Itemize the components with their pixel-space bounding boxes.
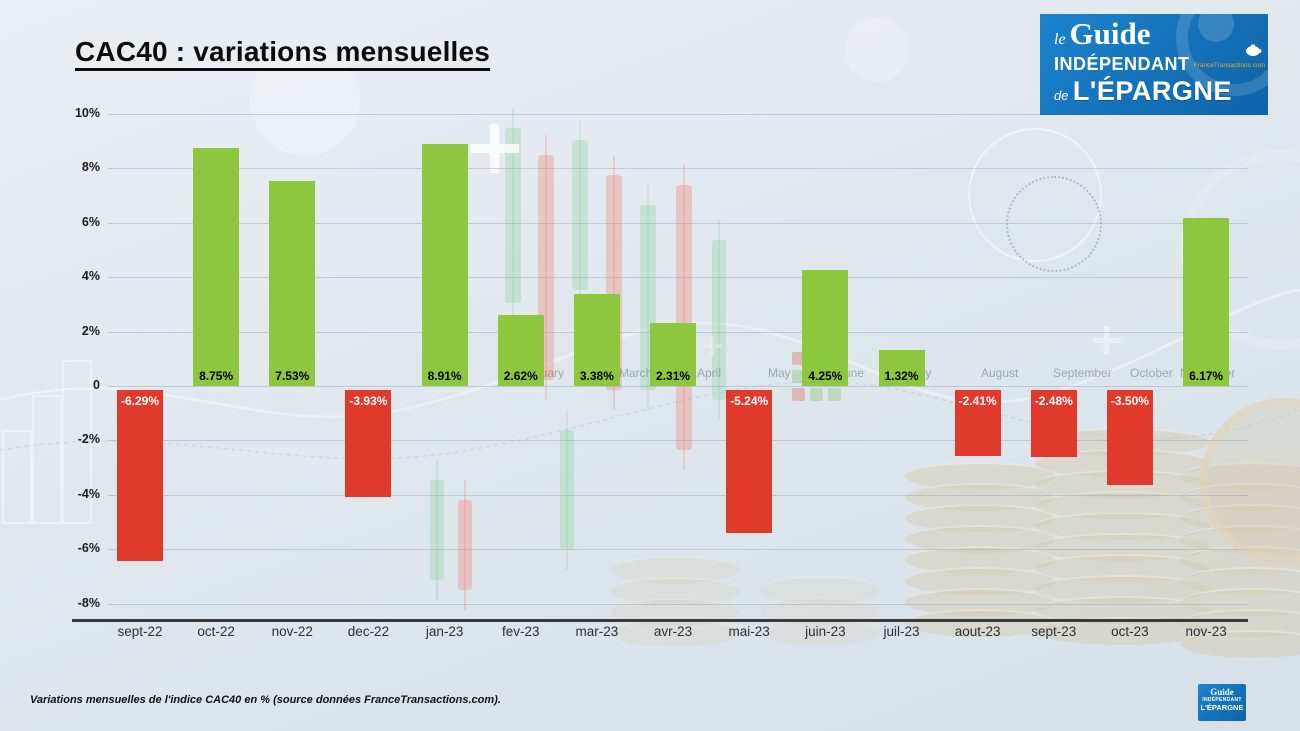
x-axis-category-label: nov-22 bbox=[271, 624, 313, 639]
gridline bbox=[108, 222, 1248, 224]
logo-circle-decoration bbox=[1198, 14, 1234, 42]
logo-brand-text: FranceTransactions.com bbox=[1193, 62, 1265, 69]
x-axis-category-label: jan-23 bbox=[425, 624, 464, 639]
bar bbox=[345, 390, 392, 497]
logo-line-guide: le Guide bbox=[1054, 16, 1151, 52]
bar-value-label: 4.25% bbox=[808, 369, 843, 383]
gridline bbox=[108, 549, 1248, 551]
bar bbox=[726, 390, 773, 533]
source-caption: Variations mensuelles de l'indice CAC40 … bbox=[30, 694, 501, 706]
x-axis-category-label: fev-23 bbox=[501, 624, 540, 639]
logo-de-text: de bbox=[1054, 88, 1069, 103]
bar bbox=[421, 143, 468, 386]
gridline bbox=[108, 277, 1248, 279]
x-axis-category-label: aout-23 bbox=[954, 624, 1001, 639]
background-month-label: October bbox=[1130, 366, 1173, 380]
logo-small-guide-text: Guide bbox=[1210, 687, 1234, 697]
bar bbox=[497, 314, 544, 386]
bar-value-label: 1.32% bbox=[884, 369, 919, 383]
y-axis-tick-label: -2% bbox=[77, 432, 100, 447]
bar-value-label: -5.24% bbox=[730, 394, 769, 408]
x-axis-category-label: juin-23 bbox=[805, 624, 846, 639]
background-month-label: August bbox=[981, 366, 1019, 380]
y-axis-tick-label: 6% bbox=[81, 214, 100, 229]
gridline bbox=[108, 440, 1248, 442]
bar bbox=[1183, 218, 1230, 386]
bar-value-label: 2.62% bbox=[503, 369, 538, 383]
bar-value-label: -2.48% bbox=[1034, 394, 1073, 408]
y-axis-tick-label: -6% bbox=[77, 541, 100, 556]
x-axis-category-label: oct-22 bbox=[197, 624, 235, 639]
logo-independant-text: INDÉPENDANT bbox=[1054, 54, 1190, 74]
brand-logo: le Guide INDÉPENDANT de L'ÉPARGNE France… bbox=[1040, 14, 1268, 115]
bar bbox=[1030, 390, 1077, 458]
chart-title: CAC40 : variations mensuelles bbox=[75, 36, 491, 67]
bar-value-label: -3.93% bbox=[349, 394, 388, 408]
x-axis-category-label: nov-23 bbox=[1185, 624, 1227, 639]
bar bbox=[573, 294, 620, 386]
x-axis-category-label: sept-22 bbox=[117, 624, 163, 639]
bar-value-label: -6.29% bbox=[120, 394, 160, 408]
bar bbox=[269, 181, 316, 386]
y-axis-tick-label: 10% bbox=[74, 106, 100, 120]
bar-value-label: -3.50% bbox=[1110, 394, 1149, 408]
bar bbox=[802, 270, 849, 386]
x-axis-category-label: mar-23 bbox=[575, 624, 619, 639]
logo-small-independant-text: INDÉPENDANT bbox=[1202, 697, 1242, 703]
gridline bbox=[108, 603, 1248, 605]
logo-le-text: le bbox=[1054, 31, 1066, 48]
bar bbox=[650, 323, 697, 386]
x-axis-category-label: juil-23 bbox=[883, 624, 920, 639]
logo-epargne-text: L'ÉPARGNE bbox=[1072, 76, 1232, 106]
background-month-label: May bbox=[768, 366, 791, 380]
bar-value-label: 8.75% bbox=[199, 369, 234, 383]
x-axis-category-label: dec-22 bbox=[347, 624, 390, 639]
gridline bbox=[108, 386, 1248, 387]
bar bbox=[193, 148, 240, 386]
y-axis-tick-label: -4% bbox=[77, 486, 100, 501]
gridline bbox=[108, 494, 1248, 496]
bar-value-label: 8.91% bbox=[427, 369, 462, 383]
x-axis-line bbox=[72, 619, 1248, 622]
gridline bbox=[108, 168, 1248, 170]
x-axis-category-label: sept-23 bbox=[1031, 624, 1077, 639]
y-axis-tick-label: -8% bbox=[77, 595, 100, 610]
background-month-label: September bbox=[1053, 366, 1112, 380]
bar-value-label: 7.53% bbox=[275, 369, 310, 383]
bar-value-label: 3.38% bbox=[579, 369, 614, 383]
x-axis-category-label: avr-23 bbox=[653, 624, 693, 639]
y-axis-tick-label: 0 bbox=[93, 378, 100, 392]
logo-guide-text: Guide bbox=[1069, 16, 1151, 51]
bar-value-label: 6.17% bbox=[1189, 369, 1224, 383]
bar bbox=[878, 350, 925, 386]
bar-value-label: -2.41% bbox=[958, 394, 997, 408]
bar bbox=[954, 390, 1001, 456]
brand-logo-small: Guide INDÉPENDANT L'ÉPARGNE bbox=[1198, 684, 1246, 721]
y-axis-tick-label: 2% bbox=[81, 323, 100, 338]
logo-small-epargne-text: L'ÉPARGNE bbox=[1200, 703, 1244, 712]
logo-line-epargne: de L'ÉPARGNE bbox=[1054, 76, 1232, 107]
background-month-label: April bbox=[697, 366, 722, 380]
background-month-label: March bbox=[619, 366, 653, 380]
bar bbox=[1106, 390, 1153, 486]
x-axis-category-label: oct-23 bbox=[1111, 624, 1149, 639]
y-axis-tick-label: 4% bbox=[81, 269, 100, 284]
bar-value-label: 2.31% bbox=[656, 369, 691, 383]
y-axis-tick-label: 8% bbox=[81, 160, 100, 175]
x-axis-category-label: mai-23 bbox=[728, 624, 770, 639]
piggy-bank-icon bbox=[1244, 44, 1262, 62]
gridline bbox=[108, 114, 1248, 115]
bar bbox=[117, 390, 163, 562]
